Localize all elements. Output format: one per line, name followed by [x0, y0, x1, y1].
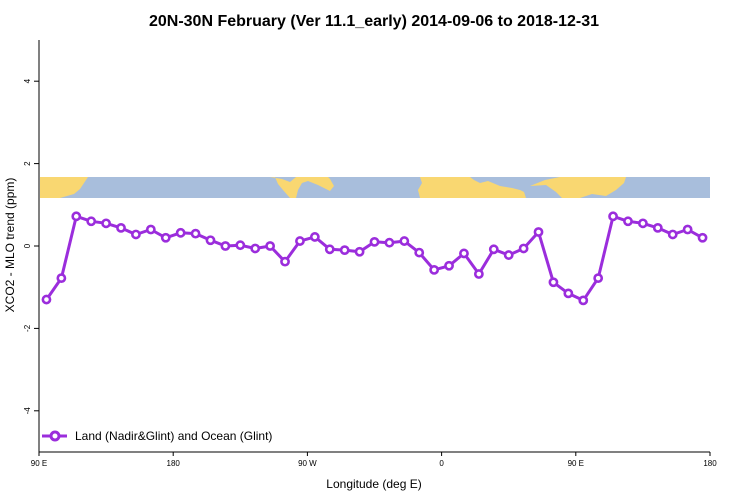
- data-point: [160, 232, 171, 243]
- legend-label: Land (Nadir&Glint) and Ocean (Glint): [75, 429, 272, 443]
- x-tick-label: 90 W: [298, 459, 317, 468]
- data-point: [101, 218, 111, 229]
- x-axis: 90 E 180 90 W 0 90 E 180: [31, 452, 717, 468]
- data-point: [175, 227, 186, 238]
- data-point: [295, 236, 305, 246]
- map-land-asia-west: [40, 177, 88, 198]
- data-point: [682, 224, 693, 235]
- data-point: [608, 211, 618, 222]
- map-land-baja-mexico: [270, 177, 334, 198]
- data-point: [309, 232, 320, 242]
- y-tick-label: -2: [23, 324, 32, 332]
- legend: Land (Nadir&Glint) and Ocean (Glint): [42, 429, 272, 443]
- x-tick-label: 180: [167, 459, 181, 468]
- world-map-strip: [40, 177, 710, 198]
- x-tick-label: 90 E: [568, 459, 584, 468]
- x-tick-label: 0: [439, 459, 444, 468]
- y-tick-label: 4: [23, 78, 32, 83]
- data-point: [280, 256, 290, 267]
- data-point: [384, 237, 395, 248]
- data-point: [563, 288, 574, 299]
- data-point: [503, 250, 514, 260]
- data-point: [459, 248, 469, 259]
- data-point: [623, 216, 633, 227]
- series-layer: [41, 211, 708, 306]
- data-point: [220, 241, 231, 251]
- data-point: [518, 243, 529, 254]
- data-point: [697, 232, 708, 243]
- data-point: [145, 224, 156, 235]
- data-point: [190, 228, 201, 239]
- data-point: [116, 222, 126, 233]
- data-point: [533, 227, 544, 237]
- data-point: [86, 216, 97, 227]
- data-point: [652, 222, 663, 233]
- data-point: [265, 241, 276, 251]
- y-tick-label: 0: [23, 243, 32, 248]
- data-point: [548, 277, 559, 288]
- data-point: [41, 294, 52, 305]
- x-tick-label: 180: [703, 459, 717, 468]
- series-line: [45, 214, 704, 302]
- data-point: [444, 260, 454, 271]
- data-point: [205, 235, 216, 246]
- legend-marker: [49, 430, 61, 442]
- data-point: [429, 264, 440, 275]
- data-point: [71, 211, 82, 222]
- y-tick-label: 2: [23, 161, 32, 166]
- data-point: [593, 273, 604, 284]
- data-point: [638, 218, 648, 229]
- map-land-india-asia: [530, 177, 626, 198]
- data-point: [131, 229, 141, 240]
- data-point: [235, 240, 246, 251]
- data-point: [414, 247, 425, 258]
- data-point: [399, 236, 410, 246]
- x-tick-label: 90 E: [31, 459, 47, 468]
- x-axis-label: Longitude (deg E): [326, 477, 421, 491]
- data-point: [488, 244, 499, 255]
- data-point: [354, 246, 365, 257]
- data-point: [369, 236, 380, 247]
- y-axis: -4 -2 0 2 4: [23, 78, 39, 414]
- data-point: [473, 269, 484, 279]
- data-point: [324, 244, 335, 255]
- map-land-africa-arabia: [418, 177, 526, 198]
- data-point: [250, 243, 261, 254]
- y-tick-label: -4: [23, 407, 32, 415]
- chart-title: 20N-30N February (Ver 11.1_early) 2014-0…: [149, 13, 599, 30]
- data-point: [578, 295, 589, 306]
- data-point: [667, 229, 678, 240]
- data-point: [339, 245, 350, 256]
- y-axis-label: XCO2 - MLO trend (ppm): [3, 178, 17, 313]
- data-point: [56, 273, 67, 284]
